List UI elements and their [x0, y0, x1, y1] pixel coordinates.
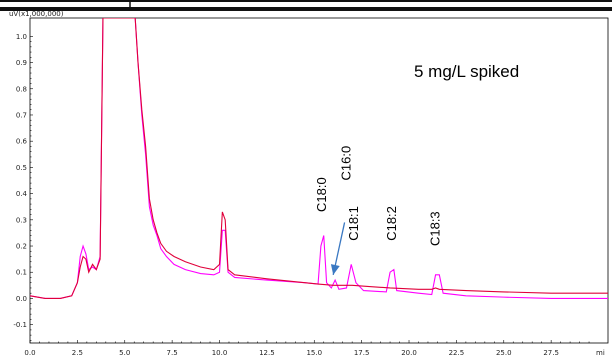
x-tick-label: 0.0 — [24, 349, 35, 357]
x-tick-label: 17.5 — [354, 349, 370, 357]
y-tick-label: 0.6 — [16, 138, 28, 146]
plot-frame — [29, 17, 609, 344]
annotation-text: 5 mg/L spiked — [414, 62, 519, 81]
x-tick-label: 7.5 — [167, 349, 178, 357]
x-tick-label: 27.5 — [543, 349, 559, 357]
y-tick-label: 0.8 — [16, 85, 27, 93]
y-tick-label: 0.0 — [16, 295, 27, 303]
y-tick-label: 0.1 — [16, 269, 27, 277]
y-tick-label: 0.5 — [16, 164, 27, 172]
arrow-head — [330, 264, 340, 275]
x-tick-label: 25.0 — [496, 349, 512, 357]
series-layer — [30, 18, 608, 299]
x-tick-label: 22.5 — [449, 349, 465, 357]
series-line-2 — [30, 18, 608, 299]
axis-ticks: 0.0 2.5 5.0 7.5 10.0 12.5 15.0 17.5 20.0 22.5 25.0… — [13, 33, 590, 357]
y-unit-label: uV(x1,000,000) — [9, 10, 64, 18]
y-tick-label: 0.9 — [16, 59, 27, 67]
peak-label: C18:1 — [346, 206, 361, 241]
top-band-gap — [0, 2, 612, 7]
y-tick-label: -0.1 — [13, 321, 27, 329]
y-tick-label: 0.2 — [16, 243, 27, 251]
x-tick-label: 10.0 — [212, 349, 228, 357]
x-unit-label: mi — [596, 349, 605, 357]
x-tick-label: 15.0 — [306, 349, 322, 357]
x-tick-label: 5.0 — [119, 349, 130, 357]
x-tick-label: 12.5 — [259, 349, 275, 357]
series-line-1 — [30, 18, 608, 299]
peak-label: C18:0 — [314, 177, 329, 212]
peak-label: C16:0 — [338, 146, 353, 181]
x-tick-label: 20.0 — [401, 349, 417, 357]
y-tick-label: 0.4 — [16, 190, 28, 198]
x-tick-label: 2.5 — [72, 349, 83, 357]
y-tick-label: 0.7 — [16, 111, 27, 119]
peak-labels-layer: C18:0 C16:0 C18:1 C18:2 C18:3 — [314, 146, 443, 246]
peak-label: C18:3 — [428, 211, 443, 246]
y-tick-label: 1.0 — [16, 33, 27, 41]
peak-label: C18:2 — [384, 206, 399, 241]
y-tick-label: 0.3 — [16, 216, 27, 224]
